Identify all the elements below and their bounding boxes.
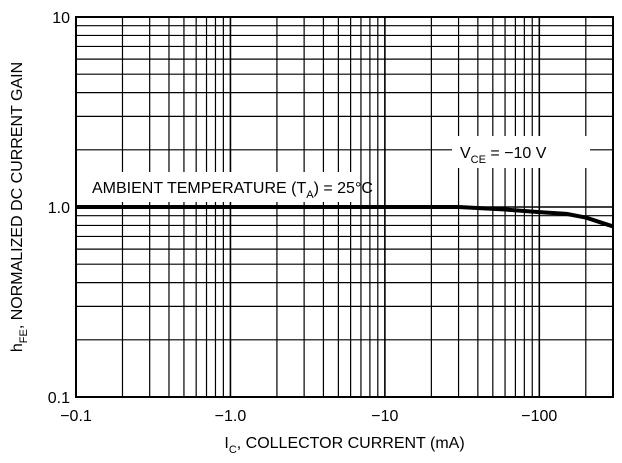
y-tick-label: 0.1: [48, 390, 70, 407]
ambient-annotation-box: [86, 172, 354, 202]
vce-annotation: VCE = −10 V: [460, 145, 547, 166]
x-tick-label: −10: [371, 408, 398, 425]
x-tick-label: −100: [521, 408, 557, 425]
series-line-0: [76, 205, 614, 229]
vce-annotation-box: [452, 136, 590, 168]
ambient-annotation: AMBIENT TEMPERATURE (TA) = 25°C: [92, 180, 373, 201]
x-tick-label: −0.1: [60, 408, 92, 425]
x-tick-label: −1.0: [215, 408, 247, 425]
x-axis-title: IC, COLLECTOR CURRENT (mA): [224, 435, 464, 456]
y-tick-label: 1.0: [48, 200, 70, 217]
series-layer: [76, 205, 614, 229]
y-tick-label: 10: [52, 10, 70, 27]
y-axis-title: hFE, NORMALIZED DC CURRENT GAIN: [9, 62, 30, 352]
labels: −0.1 −1.0 −10 −100 10 1.0 0.1 IC, COLLECTOR CUR…: [9, 10, 590, 456]
